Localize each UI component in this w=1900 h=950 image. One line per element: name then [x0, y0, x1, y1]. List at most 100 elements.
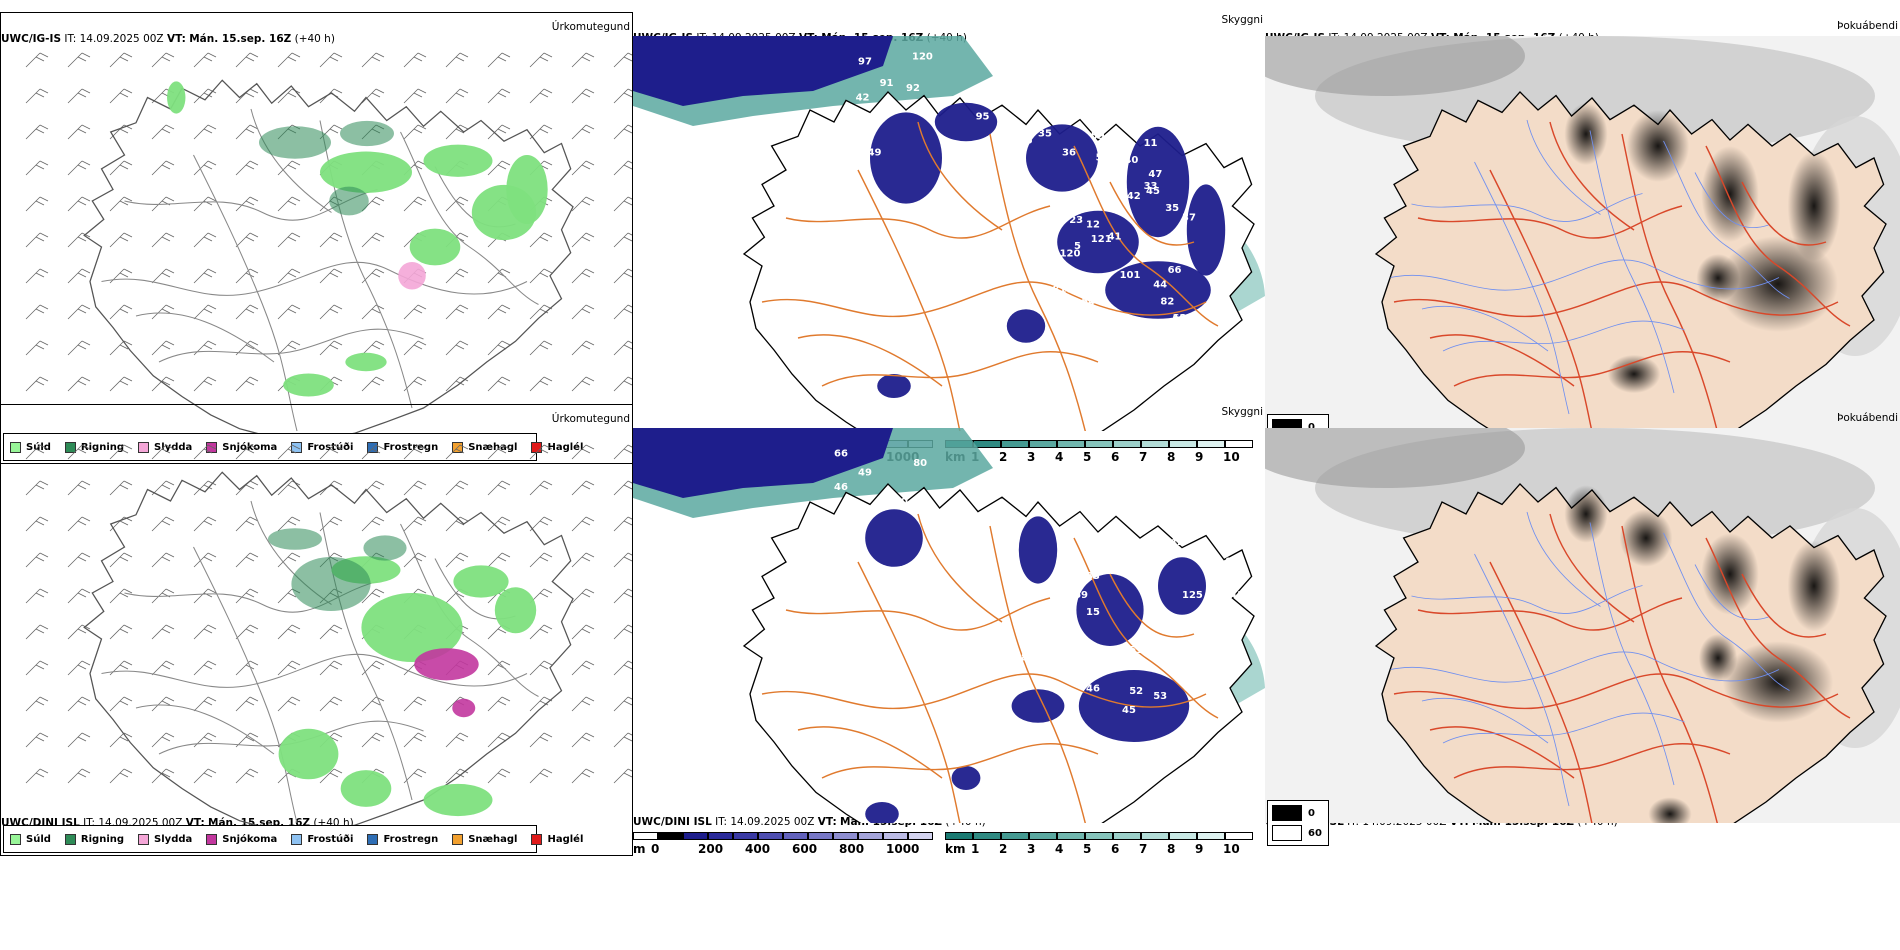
legend-label: Haglél — [547, 833, 584, 845]
colorbar-tick: 400 — [745, 842, 771, 856]
colorbar-segment — [1113, 440, 1141, 448]
visibility-value: 51 — [1129, 645, 1143, 656]
visibility-value: 41 — [1108, 232, 1122, 243]
fog-areas — [1564, 102, 1841, 394]
colorbar-segment — [973, 832, 1001, 840]
fog-index-panel: UWC/IG-IS IT: 14.09.2025 00Z VT: Mán. 15… — [1265, 12, 1900, 464]
visibility-value: 59 — [1048, 215, 1062, 226]
colorbar-tick: 2 — [999, 842, 1008, 856]
visibility-value: 50 — [1100, 397, 1114, 408]
visibility-value: 82 — [1225, 556, 1239, 567]
visibility-value: 46 — [1086, 684, 1100, 695]
panel-precip-title: UWC/IG-IS IT: 14.09.2025 00Z VT: Mán. 15… — [1, 33, 335, 45]
visibility-value: 37 — [1182, 212, 1196, 223]
colorbar-tick: 8 — [1167, 450, 1176, 464]
fog-index-panel: UWC/DINI ISL IT: 14.09.2025 00Z VT: Mán.… — [1265, 404, 1900, 856]
visibility-value: 101 — [954, 508, 975, 519]
colorbar-tick: 3 — [1027, 450, 1036, 464]
precip-legend-item: Slydda — [138, 441, 193, 453]
visibility-value: 120 — [1060, 248, 1081, 259]
fog-map-svg — [1265, 36, 1900, 431]
colorbar-tick: 10 — [1223, 450, 1240, 464]
colorbar-tick: 4 — [1055, 842, 1064, 856]
colorbar-segment — [945, 832, 973, 840]
legend-label: Snæhagl — [468, 441, 518, 453]
visibility-value: 61 — [1038, 354, 1052, 365]
precip-areas — [167, 81, 548, 397]
colorbar-tick: 200 — [698, 842, 724, 856]
colorbar-segment — [1057, 832, 1085, 840]
visibility-value: 91 — [880, 78, 894, 89]
legend-swatch — [367, 441, 379, 453]
legend-label: Frostregn — [383, 441, 439, 453]
visibility-value: 66 — [834, 448, 848, 459]
legend-label: Frostregn — [383, 833, 439, 845]
fog-corner-label: Þokuábendi — [1837, 20, 1898, 32]
colorbar-unit: m — [633, 842, 646, 856]
visibility-value: 97 — [858, 56, 872, 67]
legend-label: Slydda — [154, 833, 193, 845]
colorbar-tick: 1000 — [886, 842, 920, 856]
colorbar-segment — [1141, 440, 1169, 448]
visibility-value: 44 — [1153, 280, 1167, 291]
visibility-value: 35 — [1165, 203, 1179, 214]
visibility-value: 117 — [1213, 602, 1234, 613]
visibility-value: 48 — [1016, 186, 1030, 197]
visibility-value: 37 — [848, 128, 862, 139]
colorbar-tick: 6 — [1111, 842, 1120, 856]
colorbar-segment — [1225, 440, 1253, 448]
colorbar-segment — [658, 832, 683, 840]
precip-legend-item: Snjókoma — [206, 833, 278, 845]
colorbar-segment — [1169, 832, 1197, 840]
precip-legend-item: Frostúði — [291, 833, 353, 845]
visibility-value: 83 — [1086, 571, 1100, 582]
colorbar-segment — [1001, 832, 1029, 840]
precip-areas — [235, 528, 537, 829]
visibility-value: 32 — [1134, 765, 1148, 776]
visibility-value: 58 — [1086, 540, 1100, 551]
visibility-value: 88 — [1014, 652, 1028, 663]
visibility-value: 817 — [1052, 284, 1073, 295]
visibility-value: 45 — [1033, 198, 1047, 209]
fog-map-svg — [1265, 428, 1900, 823]
precip-legend-item: Snæhagl — [452, 833, 517, 845]
colorbar-tick: 10 — [1223, 842, 1240, 856]
colorbar-segment — [1029, 440, 1057, 448]
visibility-map: 66 80 49 46 40 101 58 56 42 43 51 82 125 83 69 15 117 41 8… — [633, 428, 1265, 823]
colorbar-segment — [1141, 832, 1169, 840]
visibility-value: 45 — [1146, 186, 1160, 197]
colorbar-segment — [783, 832, 808, 840]
fog-legend: 0 60 — [1267, 800, 1329, 846]
vis-corner-label: Skyggni — [1221, 406, 1264, 418]
legend-label: Snjókoma — [222, 833, 278, 845]
visibility-value: 47 — [1148, 169, 1162, 180]
visibility-value: 10 — [1172, 313, 1186, 324]
visibility-value: 5 — [1074, 241, 1081, 252]
colorbar-tick: 7 — [1139, 842, 1148, 856]
legend-label: Haglél — [547, 441, 584, 453]
visibility-value: 56 — [1084, 657, 1098, 668]
visibility-value: 42 — [856, 92, 870, 103]
colorbar-segment — [833, 832, 858, 840]
visibility-value: 51 — [1134, 540, 1148, 551]
precip-type-map — [1, 429, 632, 829]
visibility-value: 49 — [1074, 316, 1088, 327]
fog-areas — [1564, 485, 1841, 823]
colorbar-tick: 2 — [999, 450, 1008, 464]
legend-label: Slydda — [154, 441, 193, 453]
visibility-value: 49 — [1184, 684, 1198, 695]
visibility-value: 5 — [1096, 152, 1103, 163]
colorbar-segment — [633, 832, 658, 840]
precip-legend-item: Haglél — [531, 833, 584, 845]
precip-legend-item: Frostregn — [367, 833, 439, 845]
visibility-value: 95 — [976, 112, 990, 123]
visibility-value: 46 — [834, 482, 848, 493]
legend-swatch — [531, 833, 543, 845]
visibility-value: 53 — [1153, 691, 1167, 702]
colorbar-tick: 3 — [1027, 842, 1036, 856]
precip-legend-item: Súld — [10, 833, 51, 845]
visibility-value: 41 — [1136, 342, 1150, 353]
visibility-value: 52 — [1129, 686, 1143, 697]
